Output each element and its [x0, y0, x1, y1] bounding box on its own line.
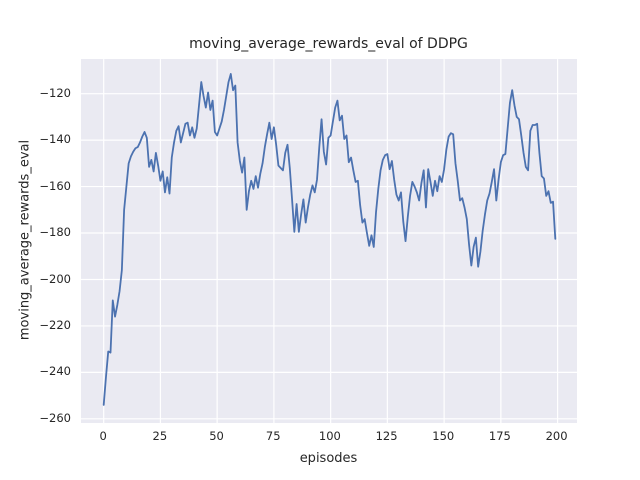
x-tick-label: 75 [265, 429, 281, 443]
plot-area [80, 58, 578, 424]
x-tick-label: 0 [99, 429, 107, 443]
x-tick-label: 200 [545, 429, 568, 443]
chart-title: moving_average_rewards_eval of DDPG [189, 36, 468, 52]
x-tick-label: 125 [375, 429, 398, 443]
x-tick-label: 150 [432, 429, 455, 443]
y-axis-label: moving_average_rewards_eval [17, 139, 33, 341]
reward-line [102, 72, 556, 406]
y-tick-label: −160 [39, 178, 71, 193]
x-tick-label: 175 [488, 429, 511, 443]
y-tick-label: −140 [39, 132, 71, 147]
y-tick-label: −120 [39, 86, 71, 101]
plot-svg [80, 58, 578, 424]
y-tick-label: −240 [39, 364, 71, 379]
x-tick-label: 25 [152, 429, 168, 443]
y-tick-label: −220 [39, 318, 71, 333]
x-tick-label: 100 [318, 429, 341, 443]
x-tick-label: 50 [209, 429, 224, 443]
y-tick-label: −260 [39, 410, 71, 425]
x-axis-label: episodes [299, 451, 358, 466]
y-tick-label: −180 [39, 225, 71, 240]
y-tick-label: −200 [39, 271, 71, 286]
